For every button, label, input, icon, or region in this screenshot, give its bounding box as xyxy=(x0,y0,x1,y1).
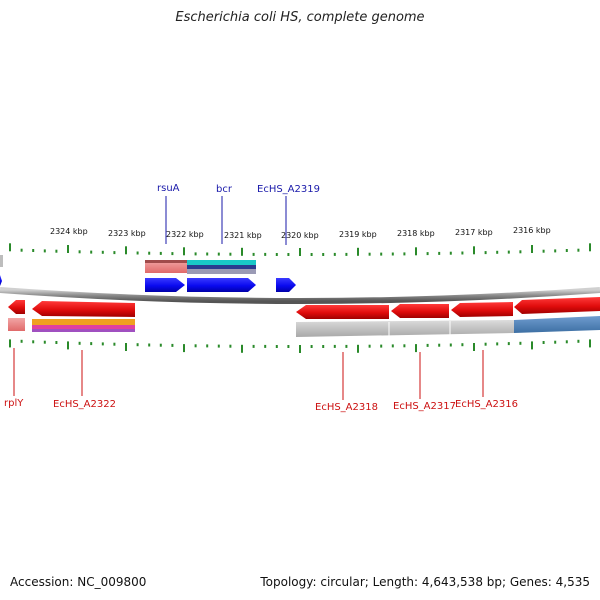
kbp-label: 2321 kbp xyxy=(224,231,262,240)
top-gene-labels: rsuA bcr EcHS_A2319 xyxy=(157,183,320,245)
analysis-block xyxy=(187,269,256,274)
gene-arrow-reverse[interactable] xyxy=(514,297,600,314)
kbp-label: 2324 kbp xyxy=(50,227,88,236)
analysis-block xyxy=(296,320,514,337)
gene-arrow-EcHS_A2316[interactable] xyxy=(451,302,513,317)
ruler-labels: 2324 kbp 2323 kbp 2322 kbp 2321 kbp 2320… xyxy=(50,226,551,240)
forward-genes xyxy=(0,275,296,292)
gene-arrow-EcHS_A2318[interactable] xyxy=(296,305,389,319)
kbp-label: 2317 kbp xyxy=(455,228,493,237)
analysis-block xyxy=(514,316,600,333)
analysis-blocks-top xyxy=(0,255,256,274)
tick-row-top xyxy=(9,243,591,256)
gene-arrow-rsuA[interactable] xyxy=(145,278,185,292)
kbp-label: 2320 kbp xyxy=(281,231,319,240)
gene-label-rsuA[interactable]: rsuA xyxy=(157,183,180,194)
gene-label-EcHS_A2319[interactable]: EcHS_A2319 xyxy=(257,184,320,195)
gene-arrow-EcHS_A2317[interactable] xyxy=(391,304,449,318)
bottom-gene-labels: rplY EcHS_A2322 EcHS_A2318 EcHS_A2317 Ec… xyxy=(4,348,518,413)
analysis-block xyxy=(8,318,25,331)
kbp-label: 2319 kbp xyxy=(339,230,377,239)
gene-arrow-forward[interactable] xyxy=(0,275,2,286)
reverse-genes xyxy=(8,297,600,319)
analysis-block xyxy=(145,260,187,273)
gene-label-rplY[interactable]: rplY xyxy=(4,398,24,409)
kbp-label: 2322 kbp xyxy=(166,230,204,239)
gene-arrow-rplY[interactable] xyxy=(8,300,25,314)
analysis-blocks-bottom xyxy=(8,316,600,337)
gene-arrow-EcHS_A2319[interactable] xyxy=(276,278,296,292)
gene-label-EcHS_A2318[interactable]: EcHS_A2318 xyxy=(315,402,378,413)
gene-label-EcHS_A2316[interactable]: EcHS_A2316 xyxy=(455,399,518,410)
gene-arrow-bcr[interactable] xyxy=(187,278,256,292)
gene-label-EcHS_A2317[interactable]: EcHS_A2317 xyxy=(393,401,456,412)
analysis-block xyxy=(32,329,135,332)
kbp-label: 2316 kbp xyxy=(513,226,551,235)
analysis-block xyxy=(32,325,135,329)
analysis-block xyxy=(187,260,256,265)
genome-title: Escherichia coli HS, complete genome xyxy=(175,10,425,25)
genome-summary-text: Topology: circular; Length: 4,643,538 bp… xyxy=(260,575,590,589)
analysis-block-edge xyxy=(0,255,3,267)
kbp-label: 2323 kbp xyxy=(108,229,146,238)
analysis-block-edge xyxy=(145,260,187,263)
gene-label-EcHS_A2322[interactable]: EcHS_A2322 xyxy=(53,399,116,410)
gene-arrow-EcHS_A2322[interactable] xyxy=(32,301,135,317)
tick-row-bottom xyxy=(9,339,591,353)
accession-text: Accession: NC_009800 xyxy=(10,575,147,589)
analysis-block xyxy=(32,319,135,325)
analysis-block xyxy=(187,265,256,269)
kbp-label: 2318 kbp xyxy=(397,229,435,238)
genome-backbone xyxy=(0,287,600,304)
gene-label-bcr[interactable]: bcr xyxy=(216,184,233,195)
